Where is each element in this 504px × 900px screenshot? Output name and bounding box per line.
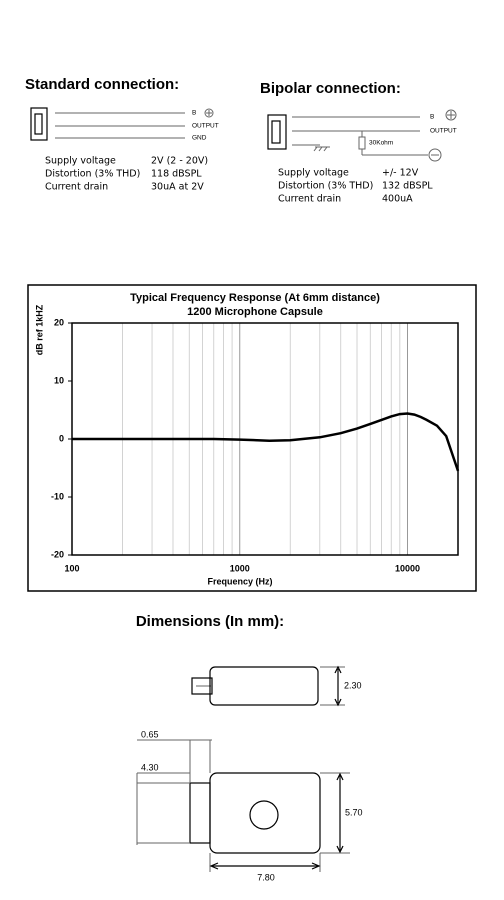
y-tick-label: 20 [54,317,64,327]
dimension-label: 0.65 [141,729,159,739]
bipolar-diagram [267,109,457,162]
spec-name: Current drain [278,194,341,205]
pin-label: GND [192,135,207,142]
dimension-label: 2.30 [344,680,362,690]
y-tick-label: 0 [59,433,64,443]
dimension-label: 7.80 [257,872,275,882]
y-tick-label: 10 [54,375,64,385]
spec-name: Current drain [45,182,108,193]
y-tick-label: -10 [51,491,64,501]
x-tick-label: 1000 [230,563,250,573]
x-tick-label: 100 [64,563,79,573]
spec-name: Supply voltage [278,168,349,179]
standard-diagram [30,107,214,141]
section-title: Dimensions (In mm): [136,613,284,630]
resistor-label: 30Kohm [369,140,393,147]
y-axis-label: dB ref 1kHZ [34,304,44,355]
spec-name: Distortion (3% THD) [278,181,373,192]
pin-label: B [430,114,434,121]
dimension-drawing [136,665,350,872]
spec-value: +/- 12V [382,168,419,179]
spec-value: 132 dBSPL [382,181,433,192]
dimension-label: 5.70 [345,807,363,817]
x-axis-label: Frequency (Hz) [207,576,272,586]
section-title: Bipolar connection: [260,80,401,97]
y-tick-label: -20 [51,549,64,559]
dimension-label: 4.30 [141,762,159,772]
spec-value: 118 dBSPL [151,169,202,180]
spec-value: 400uA [382,194,413,205]
chart-title: Typical Frequency Response (At 6mm dista… [130,292,380,304]
pin-label: OUTPUT [192,123,219,130]
pin-label: B [192,110,196,117]
x-tick-label: 10000 [395,563,420,573]
spec-value: 30uA at 2V [151,182,204,193]
section-title: Standard connection: [25,76,179,93]
spec-name: Distortion (3% THD) [45,169,140,180]
response-line [72,412,460,472]
pin-label: OUTPUT [430,128,457,135]
spec-name: Supply voltage [45,156,116,167]
spec-value: 2V (2 - 20V) [151,156,208,167]
chart-subtitle: 1200 Microphone Capsule [187,306,323,318]
